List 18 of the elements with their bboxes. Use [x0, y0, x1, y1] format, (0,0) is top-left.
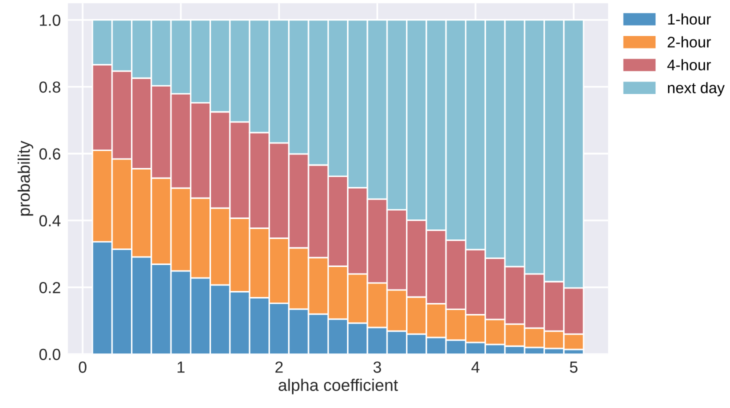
y-tick-label: 0.2	[39, 282, 60, 294]
legend-label: 2-hour	[668, 36, 711, 48]
y-axis-title: probability	[18, 140, 34, 216]
y-tick-label: 0.6	[39, 148, 60, 160]
x-tick-label: 4	[471, 362, 480, 373]
x-tick-label: 2	[275, 362, 283, 373]
x-axis-title: alpha coefficient	[278, 378, 398, 394]
x-tick-label: 5	[570, 362, 578, 373]
x-tick-label: 3	[373, 362, 382, 373]
x-tick-label: 1	[178, 362, 185, 373]
y-tick-label: 1.0	[40, 14, 60, 26]
legend-label: 4-hour	[667, 59, 711, 70]
legend-label: 1-hour	[668, 13, 711, 25]
x-tick-label: 0	[78, 362, 86, 373]
y-tick-label: 0.4	[39, 215, 60, 226]
legend-label: next day	[668, 82, 725, 96]
y-tick-label: 0.0	[39, 348, 60, 360]
y-tick-label: 0.8	[39, 81, 60, 93]
